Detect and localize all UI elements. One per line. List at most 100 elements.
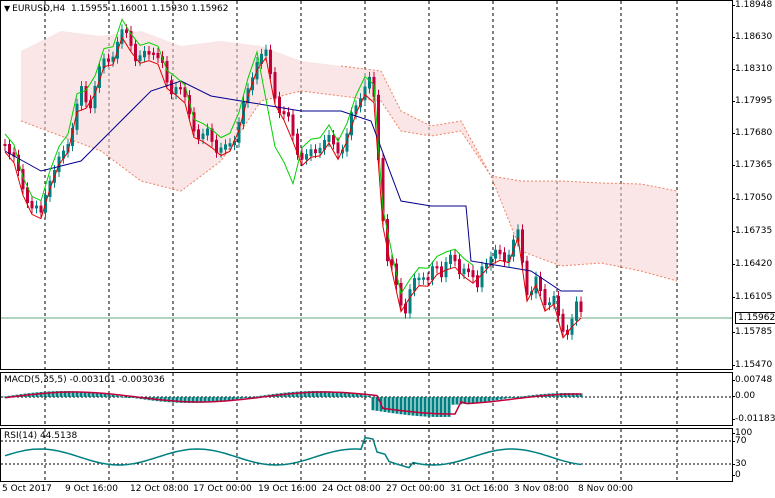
time-tick: 24 Oct 08:00 (322, 484, 381, 494)
candle-body (507, 254, 511, 262)
price-chart-panel[interactable]: ▼ EURUSD,H4 1.15955 1.16001 1.15930 1.159… (0, 0, 733, 370)
macd-bar (403, 397, 407, 415)
macd-bar (355, 393, 359, 397)
candle-body (431, 266, 434, 281)
macd-bar (71, 391, 75, 397)
time-tick: 3 Nov 08:00 (514, 484, 569, 494)
price-tick: 1.16105 (731, 292, 773, 302)
macd-bar (371, 397, 375, 411)
macd-bar (111, 394, 115, 397)
candle-body (354, 105, 358, 115)
candle-body (327, 135, 331, 142)
macd-label: MACD(5,35,5) -0.003101 -0.003036 (4, 375, 165, 385)
macd-bar (391, 397, 395, 414)
candle-body (71, 127, 74, 147)
collapse-arrow-icon[interactable]: ▼ (4, 4, 11, 13)
macd-panel[interactable]: MACD(5,35,5) -0.003101 -0.003036 (0, 372, 733, 426)
macd-bar (75, 391, 79, 397)
candle-body (503, 252, 506, 262)
candle-body (273, 72, 277, 99)
candle-body (363, 86, 367, 101)
macd-signal-line (4, 391, 581, 415)
macd-bar (191, 397, 195, 403)
candle-body (521, 229, 524, 263)
price-tick: 1.18310 (731, 64, 773, 74)
candle-body (512, 239, 515, 257)
rsi-tick: 100 (731, 428, 753, 438)
ichimoku-cloud (21, 31, 677, 281)
macd-bar (199, 397, 203, 403)
time-tick: 27 Oct 00:00 (386, 484, 445, 494)
current-price-tag: 1.15962 (735, 312, 775, 324)
candle-body (17, 154, 20, 172)
macd-bar (211, 397, 215, 402)
candle-body (35, 205, 38, 209)
macd-bar (103, 393, 107, 397)
macd-bar (203, 397, 207, 403)
macd-bar (67, 391, 71, 397)
candle-body (543, 289, 547, 306)
candle-body (26, 187, 29, 204)
candle-body (3, 143, 7, 146)
rsi-panel[interactable]: RSI(14) 44.5138 (0, 428, 733, 482)
candle-body (368, 76, 371, 89)
macd-chart (1, 373, 732, 425)
macd-bar (495, 397, 499, 400)
candle-body (111, 56, 115, 62)
candle-body (476, 275, 479, 288)
macd-bar (3, 396, 7, 398)
price-tick: 1.15785 (731, 327, 773, 337)
rsi-tick: 0 (732, 470, 741, 480)
price-tick: 1.17995 (731, 96, 773, 106)
candle-body (102, 58, 106, 69)
macd-bar (447, 397, 451, 417)
candle-body (201, 133, 205, 140)
candle-body (89, 100, 92, 109)
macd-bar (523, 395, 527, 397)
macd-bar (387, 397, 391, 413)
macd-bar (483, 397, 487, 402)
candle-body (350, 112, 353, 136)
candle-body (170, 80, 173, 95)
candle-body (183, 87, 187, 98)
candle-body (147, 50, 151, 55)
price-tick: 1.16420 (731, 259, 773, 269)
macd-bar (123, 396, 127, 398)
macd-bar (575, 393, 579, 397)
macd-bar (431, 397, 435, 417)
macd-bar (439, 397, 443, 417)
candle-body (174, 87, 178, 95)
candle-body (552, 296, 556, 305)
candle-body (300, 152, 304, 160)
macd-bar (395, 397, 399, 414)
macd-axis: 0.00748 0.00 -0.01183 (731, 372, 775, 426)
candle-body (314, 149, 317, 154)
macd-bar (487, 397, 491, 402)
candle-body (404, 303, 407, 314)
candle-body (359, 98, 362, 108)
candle-body (458, 259, 461, 275)
candle-body (206, 128, 209, 136)
candle-body (453, 254, 457, 262)
time-tick: 31 Oct 16:00 (450, 484, 509, 494)
candle-body (485, 263, 488, 269)
candle-body (413, 278, 416, 292)
macd-bar (351, 393, 355, 397)
macd-bar (95, 392, 99, 397)
price-tick: 1.15470 (731, 360, 773, 370)
macd-bar (383, 397, 387, 413)
price-tick: 1.18948 (731, 0, 773, 10)
macd-tick: -0.01183 (731, 414, 775, 424)
candle-body (197, 129, 200, 140)
rsi-tick: 70 (731, 436, 747, 446)
macd-bar (167, 397, 171, 403)
candle-body (30, 201, 34, 209)
macd-bar (227, 397, 231, 401)
candle-body (390, 259, 394, 266)
candle-body (129, 30, 133, 46)
price-chart (1, 1, 732, 369)
candle-body (152, 52, 155, 55)
macd-bar (479, 397, 483, 403)
macd-bar (443, 397, 447, 417)
candle-body (539, 276, 542, 292)
